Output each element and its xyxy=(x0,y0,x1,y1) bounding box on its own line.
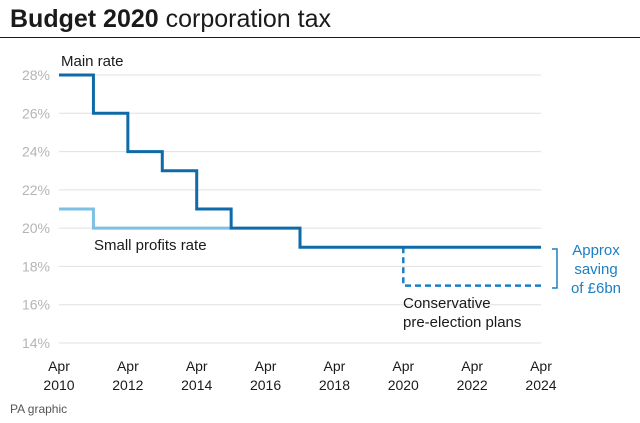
label-small-profits-rate: Small profits rate xyxy=(94,237,207,254)
title-divider xyxy=(0,37,640,38)
x-tick-label-2012: Apr 2012 xyxy=(112,358,143,393)
y-tick-label-28: 28% xyxy=(22,67,50,83)
label-saving-line1: Approx xyxy=(572,242,620,259)
chart-title: Budget 2020 corporation tax xyxy=(10,4,331,34)
chart-title-rest: corporation tax xyxy=(158,5,331,33)
label-plans-line1: Conservative xyxy=(403,295,491,312)
series-line-1 xyxy=(59,207,232,230)
x-tick-label-2010: Apr 2010 xyxy=(43,358,74,393)
y-tick-label-24: 24% xyxy=(22,144,50,160)
series-line-0 xyxy=(59,73,541,249)
label-saving-line3: of £6bn xyxy=(571,280,621,297)
chart-title-bold: Budget 2020 xyxy=(10,5,159,33)
label-saving-line2: saving xyxy=(574,261,617,278)
label-main-rate: Main rate xyxy=(61,53,124,70)
x-tick-label-2016: Apr 2016 xyxy=(250,358,281,393)
saving-bracket xyxy=(552,248,558,289)
series-lines xyxy=(59,73,541,287)
y-tick-label-18: 18% xyxy=(22,258,50,274)
y-axis-ticks: 14% 16% 18% 20% 22% 24% 26% 28% xyxy=(22,67,50,351)
x-tick-label-2024: Apr 2024 xyxy=(525,358,556,393)
y-tick-label-14: 14% xyxy=(22,335,50,351)
y-tick-label-16: 16% xyxy=(22,297,50,313)
x-axis-ticks: Apr 2010 Apr 2012 Apr 2014 Apr 2016 Apr 2018 Apr 20… xyxy=(43,358,556,393)
y-tick-label-22: 22% xyxy=(22,182,50,198)
y-tick-label-20: 20% xyxy=(22,220,50,236)
x-tick-label-2020: Apr 2020 xyxy=(388,358,419,393)
x-tick-label-2014: Apr 2014 xyxy=(181,358,212,393)
x-tick-label-2018: Apr 2018 xyxy=(319,358,350,393)
source-credit: PA graphic xyxy=(10,402,68,416)
x-tick-label-2022: Apr 2022 xyxy=(457,358,488,393)
series-line-2 xyxy=(402,247,541,287)
y-tick-label-26: 26% xyxy=(22,105,50,121)
label-plans-line2: pre-election plans xyxy=(403,314,521,331)
